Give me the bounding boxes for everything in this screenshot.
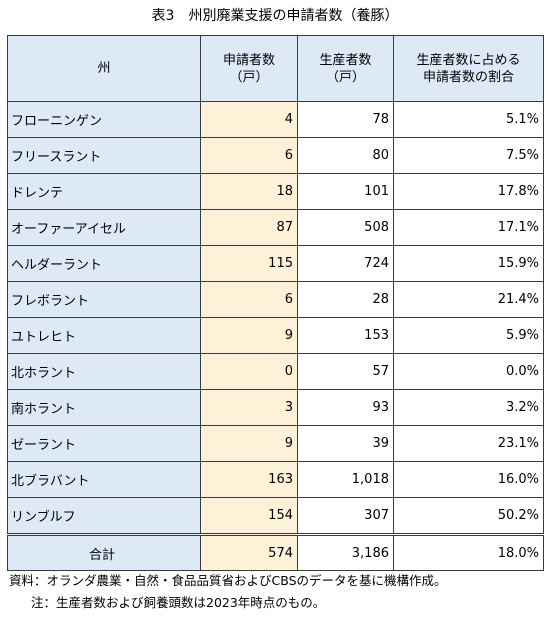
province-cell: リンブルフ	[7, 497, 201, 535]
applicants-cell: 6	[200, 281, 298, 318]
share-cell: 17.8%	[393, 173, 544, 210]
share-cell: 23.1%	[393, 425, 544, 462]
header-producers: 生産者数 （戸）	[297, 35, 394, 102]
table-row: オーファーアイセル 87 508 17.1%	[7, 209, 544, 246]
table-row: ユトレヒト 9 153 5.9%	[7, 317, 544, 354]
table-row: ドレンテ 18 101 17.8%	[7, 173, 544, 210]
producers-cell: 80	[297, 137, 394, 174]
table-row: フリースラント 6 80 7.5%	[7, 137, 544, 174]
producers-cell: 307	[297, 497, 394, 535]
table-row: 北ブラバント 163 1,018 16.0%	[7, 461, 544, 498]
source-note: 資料：オランダ農業・自然・食品品質省およびCBSのデータを基に機構作成。	[9, 573, 447, 588]
applicants-cell: 9	[200, 425, 298, 462]
table-row: フローニンゲン 4 78 5.1%	[7, 101, 544, 138]
share-cell: 21.4%	[393, 281, 544, 318]
table-row: 南ホラント 3 93 3.2%	[7, 389, 544, 426]
applicants-cell: 9	[200, 317, 298, 354]
applicants-cell: 163	[200, 461, 298, 498]
table-row: ゼーラント 9 39 23.1%	[7, 425, 544, 462]
province-cell: ヘルダーラント	[7, 245, 201, 282]
applicants-cell: 115	[200, 245, 298, 282]
producers-cell: 1,018	[297, 461, 394, 498]
share-cell: 7.5%	[393, 137, 544, 174]
applicants-cell: 4	[200, 101, 298, 138]
header-province: 州	[7, 35, 201, 102]
producers-cell: 153	[297, 317, 394, 354]
province-cell: オーファーアイセル	[7, 209, 201, 246]
share-cell: 3.2%	[393, 389, 544, 426]
total-row: 合計 574 3,186 18.0%	[7, 533, 544, 571]
province-cell: ゼーラント	[7, 425, 201, 462]
applicants-cell: 0	[200, 353, 298, 390]
share-cell: 5.1%	[393, 101, 544, 138]
province-cell: フレボラント	[7, 281, 201, 318]
producers-cell: 28	[297, 281, 394, 318]
applicants-cell: 18	[200, 173, 298, 210]
province-cell: フローニンゲン	[7, 101, 201, 138]
notes: 資料：オランダ農業・自然・食品品質省およびCBSのデータを基に機構作成。 注：生…	[9, 570, 447, 614]
header-row: 州 申請者数 （戸） 生産者数 （戸） 生産者数に占める 申請者数の割合	[7, 35, 544, 102]
share-cell: 15.9%	[393, 245, 544, 282]
producers-cell: 724	[297, 245, 394, 282]
producers-cell: 508	[297, 209, 394, 246]
share-cell: 17.1%	[393, 209, 544, 246]
share-cell: 5.9%	[393, 317, 544, 354]
province-cell: 北ブラバント	[7, 461, 201, 498]
total-label: 合計	[7, 533, 201, 571]
total-producers: 3,186	[297, 533, 394, 571]
table-row: リンブルフ 154 307 50.2%	[7, 497, 544, 535]
applicants-cell: 87	[200, 209, 298, 246]
table-row: ヘルダーラント 115 724 15.9%	[7, 245, 544, 282]
applicants-cell: 154	[200, 497, 298, 535]
producers-cell: 93	[297, 389, 394, 426]
producers-cell: 78	[297, 101, 394, 138]
total-applicants: 574	[200, 533, 298, 571]
producers-cell: 39	[297, 425, 394, 462]
applicants-table: 州 申請者数 （戸） 生産者数 （戸） 生産者数に占める 申請者数の割合 フローニンゲ…	[7, 35, 544, 571]
total-share: 18.0%	[393, 533, 544, 571]
footnote: 注：生産者数および飼養頭数は2023年時点のもの。	[31, 595, 326, 610]
header-applicants: 申請者数 （戸）	[200, 35, 298, 102]
share-cell: 50.2%	[393, 497, 544, 535]
header-share: 生産者数に占める 申請者数の割合	[393, 35, 544, 102]
table-row: フレボラント 6 28 21.4%	[7, 281, 544, 318]
province-cell: ドレンテ	[7, 173, 201, 210]
applicants-cell: 3	[200, 389, 298, 426]
share-cell: 0.0%	[393, 353, 544, 390]
table-title: 表3 州別廃業支援の申請者数（養豚）	[151, 8, 399, 24]
province-cell: 南ホラント	[7, 389, 201, 426]
province-cell: 北ホラント	[7, 353, 201, 390]
province-cell: フリースラント	[7, 137, 201, 174]
share-cell: 16.0%	[393, 461, 544, 498]
province-cell: ユトレヒト	[7, 317, 201, 354]
producers-cell: 57	[297, 353, 394, 390]
producers-cell: 101	[297, 173, 394, 210]
applicants-cell: 6	[200, 137, 298, 174]
table-row: 北ホラント 0 57 0.0%	[7, 353, 544, 390]
